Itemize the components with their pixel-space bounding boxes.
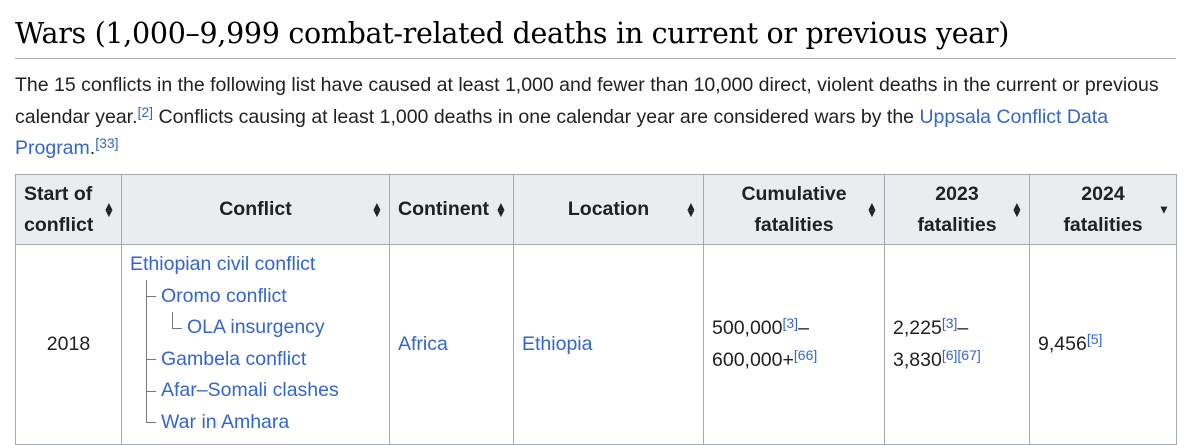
cell-location: Ethiopia xyxy=(513,244,704,445)
sort-descending-icon[interactable]: ▼ xyxy=(1158,202,1170,216)
ref-2-link[interactable]: [2] xyxy=(137,103,154,120)
sort-both-icon[interactable]: ▲ ▼ xyxy=(103,198,115,220)
header-location[interactable]: Location ▲ ▼ xyxy=(513,174,704,245)
cell-start: 2018 xyxy=(15,244,122,445)
conflict-tree: Ethiopian civil conflict Oromo conflict … xyxy=(130,249,381,438)
ref-3[interactable]: [3] xyxy=(782,315,799,331)
tree-line-vertical xyxy=(172,312,173,328)
link-afar-somali-clashes[interactable]: Afar–Somali clashes xyxy=(161,379,339,401)
header-2023-fatalities[interactable]: 2023 fatalities ▲ ▼ xyxy=(884,174,1030,245)
header-continent[interactable]: Continent ▲ ▼ xyxy=(389,174,514,245)
ref-66[interactable]: [66] xyxy=(793,346,818,363)
table-header-row: Start of conflict ▲ ▼ Conflict ▲ ▼ Continen… xyxy=(15,174,1177,245)
ref-2[interactable]: [2] xyxy=(138,104,154,120)
cell-conflict: Ethiopian civil conflict Oromo conflict … xyxy=(121,244,390,445)
link-ethiopia[interactable]: Ethiopia xyxy=(522,332,593,355)
intro-paragraph: The 15 conflicts in the following list h… xyxy=(15,70,1180,165)
header-cumulative-fatalities[interactable]: Cumulative fatalities ▲ ▼ xyxy=(703,174,885,245)
intro-text-3: . xyxy=(89,137,96,159)
tree-line-horizontal xyxy=(146,296,156,297)
link-oromo-conflict[interactable]: Oromo conflict xyxy=(161,284,287,307)
sort-both-icon[interactable]: ▲ ▼ xyxy=(371,198,383,220)
ucdp-link[interactable]: Uppsala Conflict Data Program xyxy=(15,105,1109,160)
sort-both-icon[interactable]: ▲ ▼ xyxy=(685,198,697,220)
link-gambela-conflict[interactable]: Gambela conflict xyxy=(161,347,307,370)
tree-line-horizontal xyxy=(146,391,156,392)
tree-line-horizontal xyxy=(172,328,182,329)
tree-line-horizontal xyxy=(146,422,156,423)
tree-line-horizontal xyxy=(146,359,156,360)
intro-text-1: The 15 conflicts in the following list h… xyxy=(15,74,1159,128)
header-2024-fatalities[interactable]: 2024 fatalities ▼ xyxy=(1029,174,1177,245)
header-start-of-conflict[interactable]: Start of conflict ▲ ▼ xyxy=(15,174,122,245)
link-africa[interactable]: Africa xyxy=(398,332,448,355)
ref-33[interactable]: [33] xyxy=(95,135,118,151)
intro-text-2: Conflicts causing at least 1,000 deaths … xyxy=(153,105,920,128)
link-war-in-amhara[interactable]: War in Amhara xyxy=(161,410,290,433)
cell-2024-fatalities: 9,456[5] xyxy=(1029,244,1177,445)
section-heading: Wars (1,000–9,999 combat-related deaths … xyxy=(15,14,1176,59)
cell-2023-fatalities: 2,225[3]– 3,830[6][67] xyxy=(884,244,1030,445)
ref-3[interactable]: [3] xyxy=(941,315,958,331)
ref-33-link[interactable]: [33] xyxy=(95,135,119,151)
table-row: 2018 Ethiopian civil conflict Oromo conf… xyxy=(15,244,1177,445)
wars-table: Start of conflict ▲ ▼ Conflict ▲ ▼ Continen… xyxy=(15,174,1177,445)
ref-5[interactable]: [5] xyxy=(1086,330,1103,347)
sort-both-icon[interactable]: ▲ ▼ xyxy=(495,198,507,220)
link-ola-insurgency[interactable]: OLA insurgency xyxy=(187,316,325,338)
sort-both-icon[interactable]: ▲ ▼ xyxy=(866,198,878,220)
cell-cumulative-fatalities: 500,000[3]– 600,000+[66] xyxy=(703,244,885,445)
link-ethiopian-civil-conflict[interactable]: Ethiopian civil conflict xyxy=(130,253,316,275)
cell-continent: Africa xyxy=(389,244,514,445)
header-conflict[interactable]: Conflict ▲ ▼ xyxy=(121,174,390,245)
ref-6[interactable]: [6] xyxy=(941,346,958,363)
ref-67[interactable]: [67] xyxy=(957,346,981,363)
tree-line-vertical xyxy=(146,280,147,422)
sort-both-icon[interactable]: ▲ ▼ xyxy=(1011,198,1023,220)
